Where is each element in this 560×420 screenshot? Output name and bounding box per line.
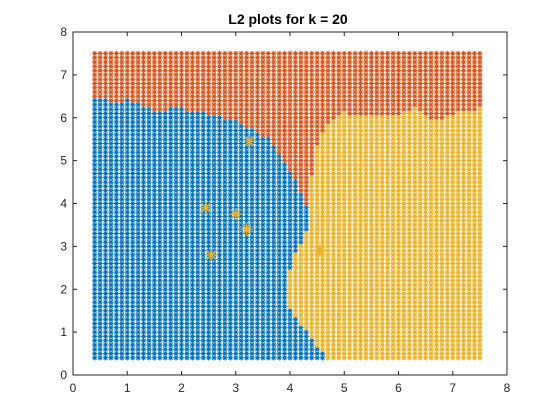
- isolated-point: [229, 208, 242, 221]
- x-tick-label: 4: [287, 381, 294, 395]
- x-tick-label: 3: [232, 381, 239, 395]
- isolated-point: [199, 201, 212, 214]
- x-tick-label: 2: [178, 381, 185, 395]
- x-tick-label: 8: [504, 381, 511, 395]
- y-axis: 0 1 2 3 4 5 6 7 8: [60, 25, 507, 382]
- series-blue-marks: [92, 98, 326, 361]
- y-tick-label: 5: [60, 154, 67, 168]
- series-orange-marks: [92, 50, 483, 207]
- chart-title: L2 plots for k = 20: [228, 11, 348, 27]
- isolated-point: [313, 244, 326, 257]
- isolated-point: [243, 135, 256, 148]
- y-tick-label: 1: [60, 325, 67, 339]
- y-tick-label: 4: [60, 197, 67, 211]
- x-tick-label: 7: [449, 381, 456, 395]
- y-tick-label: 2: [60, 282, 67, 296]
- isolated-point: [205, 248, 218, 261]
- x-tick-label: 6: [395, 381, 402, 395]
- y-tick-label: 3: [60, 239, 67, 253]
- x-tick-label: 5: [341, 381, 348, 395]
- scatter-marks: [92, 50, 483, 361]
- series-yellow-marks: [287, 106, 483, 361]
- x-tick-label: 0: [70, 381, 77, 395]
- y-tick-label: 7: [60, 68, 67, 82]
- x-tick-label: 1: [124, 381, 131, 395]
- y-tick-label: 6: [60, 111, 67, 125]
- y-tick-label: 8: [60, 25, 67, 39]
- y-tick-label: 0: [60, 368, 67, 382]
- plot-area: 0 1 2 3 4 5 6 7 8 0 1 2 3 4 5 6 7 8: [60, 25, 510, 395]
- isolated-point: [240, 223, 253, 236]
- x-axis: 0 1 2 3 4 5 6 7 8: [70, 32, 511, 395]
